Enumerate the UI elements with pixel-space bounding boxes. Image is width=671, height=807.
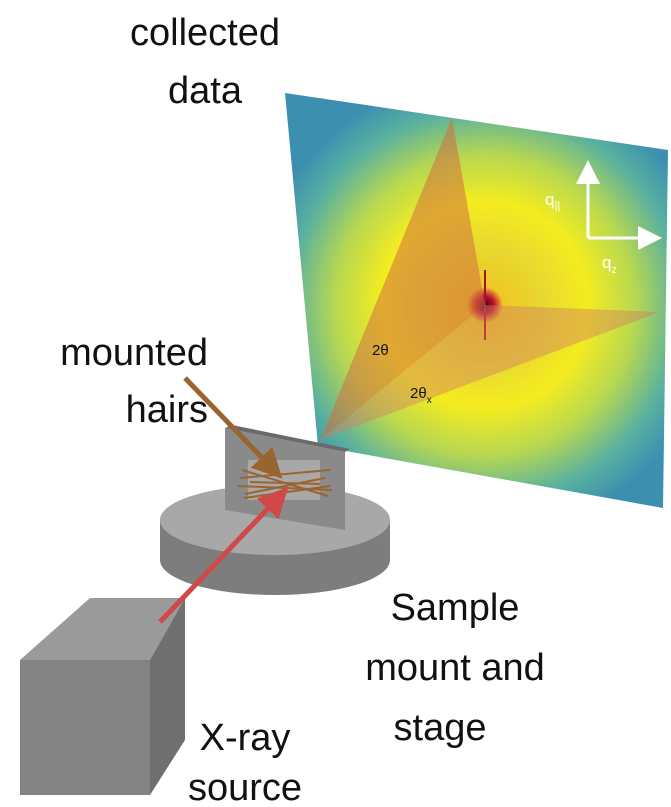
angle-main: 2θ — [410, 385, 427, 402]
source-line-1: X-ray — [200, 717, 291, 759]
q-sub: || — [554, 200, 560, 212]
hairs-line-1: mounted — [60, 332, 208, 374]
hairs-line-2: hairs — [126, 389, 208, 431]
stage-line-1: Sample — [391, 587, 520, 629]
source-line-2: source — [188, 767, 302, 807]
q-sub: z — [611, 264, 617, 276]
diagram: q|| qz 2θ 2θx collected data mounted hai… — [0, 0, 671, 807]
collected-line-1: collected — [130, 12, 280, 54]
stage-line-3: stage — [394, 707, 487, 749]
xray-source — [20, 598, 185, 795]
stage-line-2: mount and — [365, 647, 545, 689]
angle-2theta: 2θ — [372, 342, 389, 359]
q-main: q — [545, 190, 554, 209]
collected-line-2: data — [168, 70, 243, 112]
q-main: q — [602, 253, 611, 272]
angle-sub: x — [427, 395, 432, 406]
